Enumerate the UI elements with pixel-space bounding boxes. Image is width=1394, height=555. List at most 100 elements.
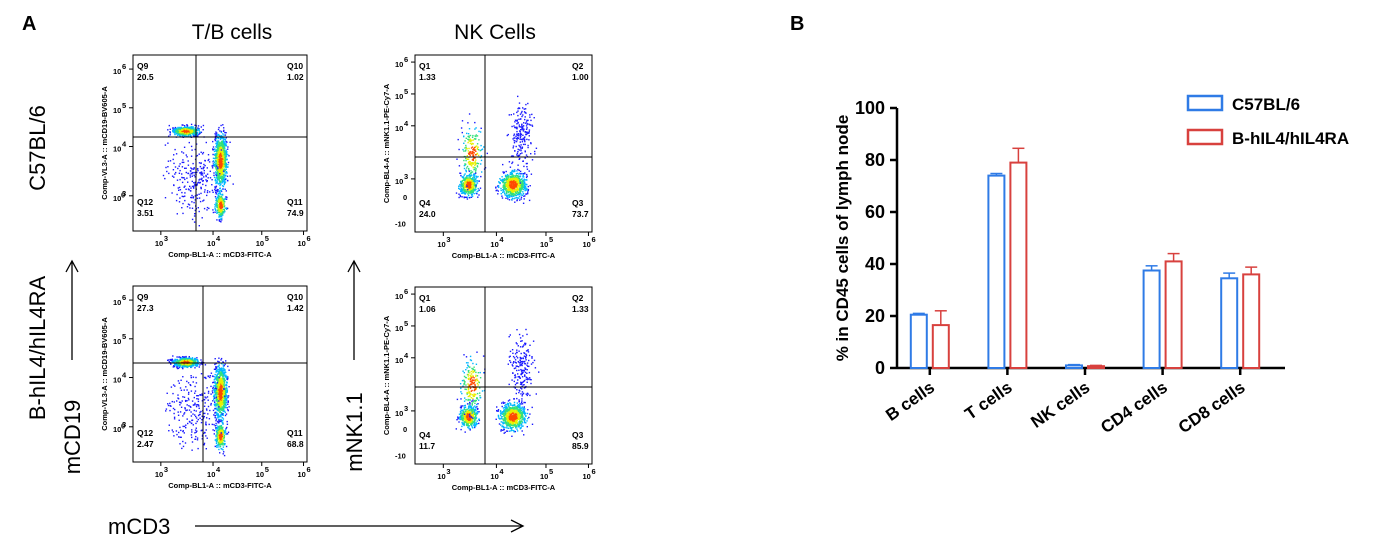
x-tick-exponent: 3	[164, 234, 168, 243]
plot-frame	[132, 54, 308, 232]
row-label-hil4: B-hIL4/hIL4RA	[25, 276, 50, 421]
quadrant-value: 1.06	[419, 304, 436, 314]
x-tick-exponent: 6	[307, 234, 311, 243]
x-tick-exponent: 5	[265, 465, 269, 474]
x-tick-label: CD4 cells	[1097, 378, 1171, 437]
x-tick-base: 10	[540, 472, 548, 481]
y-tick-exponent: 6	[404, 55, 408, 64]
y-tick-exponent: 3	[122, 189, 126, 198]
bar-hil4	[1009, 161, 1028, 369]
bar-chart: 0 20 40 60 80 100% in CD45 cells of lymph nod…	[833, 94, 1349, 437]
x-tick-exponent: 4	[216, 234, 221, 243]
y-tick-exponent: 4	[404, 351, 409, 360]
bar-c57	[1220, 277, 1239, 369]
y-tick-zero: 0	[403, 193, 407, 202]
y-tick-exponent: 5	[404, 87, 408, 96]
flow-plot-hil4-nk: Q11.06Q21.33Q411.7Q385.9103104105106Comp…	[382, 286, 596, 492]
x-tick-base: 10	[490, 240, 498, 249]
x-axis-label: Comp-BL1-A :: mCD3-FITC-A	[168, 250, 272, 259]
row-label-c57: C57BL/6	[25, 105, 50, 191]
bar-hil4	[931, 324, 950, 370]
quadrant-label: Q2	[572, 61, 584, 71]
axis-label-mnk11: mNK1.1	[342, 392, 367, 471]
arrowhead-mcd3	[510, 519, 525, 533]
plot-frame	[132, 285, 308, 463]
x-tick-exponent: 6	[591, 235, 595, 244]
y-tick-zero: 0	[121, 191, 125, 200]
y-tick-base: 10	[113, 106, 121, 115]
bar-c57	[1142, 269, 1161, 369]
axis-label-mcd3: mCD3	[108, 514, 170, 539]
y-tick-base: 10	[395, 124, 403, 133]
quadrant-label: Q9	[137, 61, 149, 71]
y-tick-exponent: 5	[122, 332, 126, 341]
x-tick-label: B cells	[882, 378, 938, 425]
flow-plots: Q920.5Q101.02Q123.51Q1174.9103104105106C…	[100, 54, 596, 492]
quadrant-value: 2.47	[137, 439, 154, 449]
x-tick-exponent: 4	[499, 235, 504, 244]
y-tick-base: 10	[113, 425, 121, 434]
flow-dots	[165, 355, 230, 457]
quadrant-value: 20.5	[137, 72, 154, 82]
y-tick-label: 0	[875, 358, 885, 378]
x-tick-exponent: 5	[549, 467, 553, 476]
x-tick-base: 10	[298, 239, 306, 248]
x-tick-exponent: 3	[446, 467, 450, 476]
quadrant-label: Q3	[572, 430, 584, 440]
x-tick-base: 10	[540, 240, 548, 249]
y-tick-base: 10	[395, 92, 403, 101]
x-axis-label: Comp-BL1-A :: mCD3-FITC-A	[168, 481, 272, 490]
panel-b-letter: B	[790, 13, 804, 35]
quadrant-value: 1.42	[287, 303, 304, 313]
y-tick-base: 10	[113, 337, 121, 346]
y-tick-zero: 0	[121, 422, 125, 431]
y-axis-label: Comp-VL3-A :: mCD19-BV605-A	[100, 317, 109, 431]
x-axis-label: Comp-BL1-A :: mCD3-FITC-A	[452, 251, 556, 260]
x-tick-base: 10	[490, 472, 498, 481]
y-tick-exponent: 3	[404, 404, 408, 413]
x-tick-label: NK cells	[1027, 378, 1093, 432]
y-tick-exponent: 5	[122, 101, 126, 110]
y-tick-exponent: 3	[404, 172, 408, 181]
column-title-nk: NK Cells	[454, 21, 536, 44]
y-tick-base: 10	[113, 298, 121, 307]
x-axis-label: Comp-BL1-A :: mCD3-FITC-A	[452, 483, 556, 492]
x-tick-exponent: 5	[549, 235, 553, 244]
y-tick-base: 10	[395, 409, 403, 418]
y-tick-label: 40	[865, 254, 885, 274]
y-tick-base: 10	[113, 376, 121, 385]
x-tick-base: 10	[582, 472, 590, 481]
quadrant-label: Q2	[572, 293, 584, 303]
y-tick-base: 10	[395, 324, 403, 333]
quadrant-label: Q1	[419, 61, 431, 71]
quadrant-label: Q4	[419, 430, 431, 440]
quadrant-value: 68.8	[287, 439, 304, 449]
x-tick-base: 10	[437, 472, 445, 481]
quadrant-label: Q9	[137, 292, 149, 302]
quadrant-value: 73.7	[572, 209, 589, 219]
quadrant-label: Q11	[287, 197, 303, 207]
x-tick-exponent: 6	[591, 467, 595, 476]
x-tick-base: 10	[256, 239, 264, 248]
y-tick-exponent: 4	[404, 119, 409, 128]
quadrant-value: 3.51	[137, 208, 154, 218]
flow-dots	[455, 328, 540, 437]
x-tick-exponent: 3	[446, 235, 450, 244]
x-tick-exponent: 3	[164, 465, 168, 474]
y-tick-base: 10	[395, 292, 403, 301]
panel-a-letter: A	[22, 13, 36, 35]
y-tick-base: 10	[395, 60, 403, 69]
flow-plot-hil4-tb: Q927.3Q101.42Q122.47Q1168.8103104105106C…	[100, 285, 311, 490]
y-tick-exponent: 4	[122, 371, 127, 380]
flow-plot-c57-nk: Q11.33Q21.00Q424.0Q373.7103104105106Comp…	[382, 54, 596, 260]
arrowhead-mcd19	[65, 259, 79, 273]
quadrant-label: Q12	[137, 428, 153, 438]
x-tick-label: CD8 cells	[1175, 378, 1249, 437]
bar-hil4	[1164, 260, 1183, 369]
quadrant-label: Q12	[137, 197, 153, 207]
x-tick-base: 10	[207, 470, 215, 479]
x-tick-base: 10	[256, 470, 264, 479]
y-tick-neg: -10	[395, 220, 406, 229]
quadrant-value: 1.02	[287, 72, 304, 82]
